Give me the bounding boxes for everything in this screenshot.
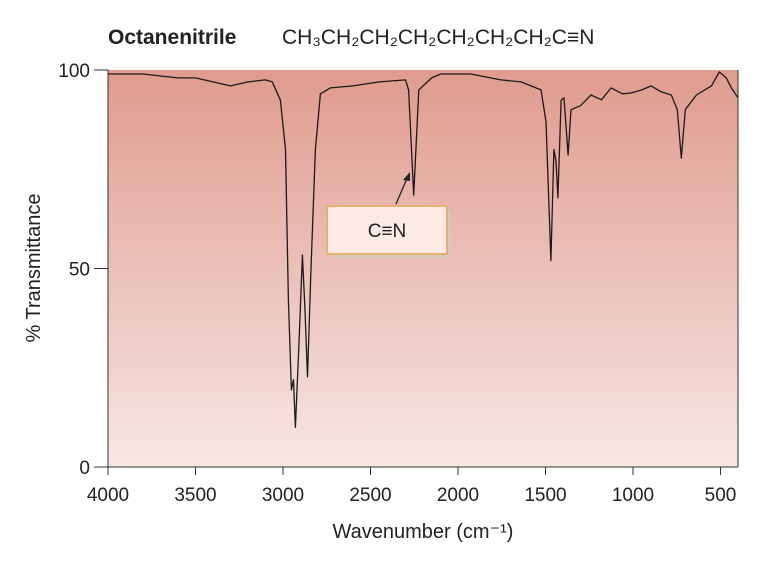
formula: CH₃CH₂CH₂CH₂CH₂CH₂CH₂C≡N [282, 26, 594, 49]
plot-area [108, 70, 738, 467]
x-tick-label: 4000 [87, 485, 129, 506]
x-tick-label: 500 [705, 485, 737, 506]
y-tick-label: 0 [79, 458, 90, 479]
y-tick-label: 100 [58, 61, 90, 82]
x-tick-label: 2000 [437, 485, 479, 506]
y-axis-label: % Transmittance [23, 194, 45, 343]
x-tick-label: 1000 [612, 485, 654, 506]
x-axis-label: Wavenumber (cm⁻¹) [333, 521, 514, 543]
y-tick-label: 50 [69, 260, 90, 281]
chart-title: Octanenitrile [108, 26, 236, 49]
arrow-head [403, 172, 410, 181]
annotation: C≡N [368, 221, 407, 242]
spectrum-line [108, 71, 739, 428]
annotation-box [326, 205, 448, 255]
x-tick-label: 2500 [349, 485, 391, 506]
x-tick-label: 1500 [524, 485, 566, 506]
x-tick-label: 3000 [262, 485, 304, 506]
annotation-arrow [395, 175, 409, 205]
x-tick-label: 3500 [174, 485, 216, 506]
